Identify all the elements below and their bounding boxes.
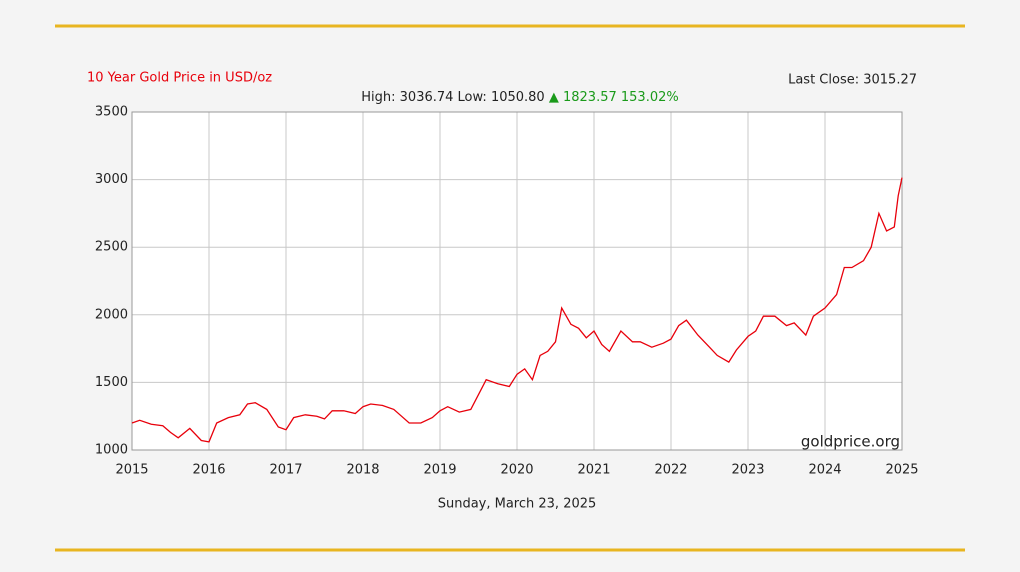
chart-title: 10 Year Gold Price in USD/oz	[87, 71, 272, 86]
y-tick-label: 1500	[95, 375, 128, 390]
y-tick-label: 2500	[95, 240, 128, 255]
x-tick-label: 2025	[885, 463, 918, 478]
x-tick-label: 2016	[192, 463, 225, 478]
date: Sunday, March 23, 2025	[438, 497, 597, 512]
y-tick-label: 2000	[95, 307, 128, 322]
y-tick-label: 3500	[95, 105, 128, 120]
change: ▲ 1823.57 153.02%	[549, 90, 679, 105]
x-tick-label: 2021	[577, 463, 610, 478]
y-tick-label: 3000	[95, 172, 128, 187]
x-tick-label: 2022	[654, 463, 687, 478]
watermark: goldprice.org	[801, 433, 900, 451]
x-tick-label: 2019	[423, 463, 456, 478]
x-tick-label: 2024	[808, 463, 841, 478]
last-close: Last Close: 3015.27	[788, 73, 917, 88]
plot-border	[131, 111, 903, 451]
price-line	[131, 177, 903, 443]
x-tick-label: 2023	[731, 463, 764, 478]
high-low: High: 3036.74 Low: 1050.80	[361, 90, 544, 105]
subtitle: High: 3036.74 Low: 1050.80 ▲ 1823.57 153…	[361, 90, 678, 105]
x-tick-label: 2020	[500, 463, 533, 478]
x-tick-label: 2018	[346, 463, 379, 478]
x-tick-label: 2017	[269, 463, 302, 478]
y-tick-label: 1000	[95, 443, 128, 458]
x-tick-label: 2015	[115, 463, 148, 478]
